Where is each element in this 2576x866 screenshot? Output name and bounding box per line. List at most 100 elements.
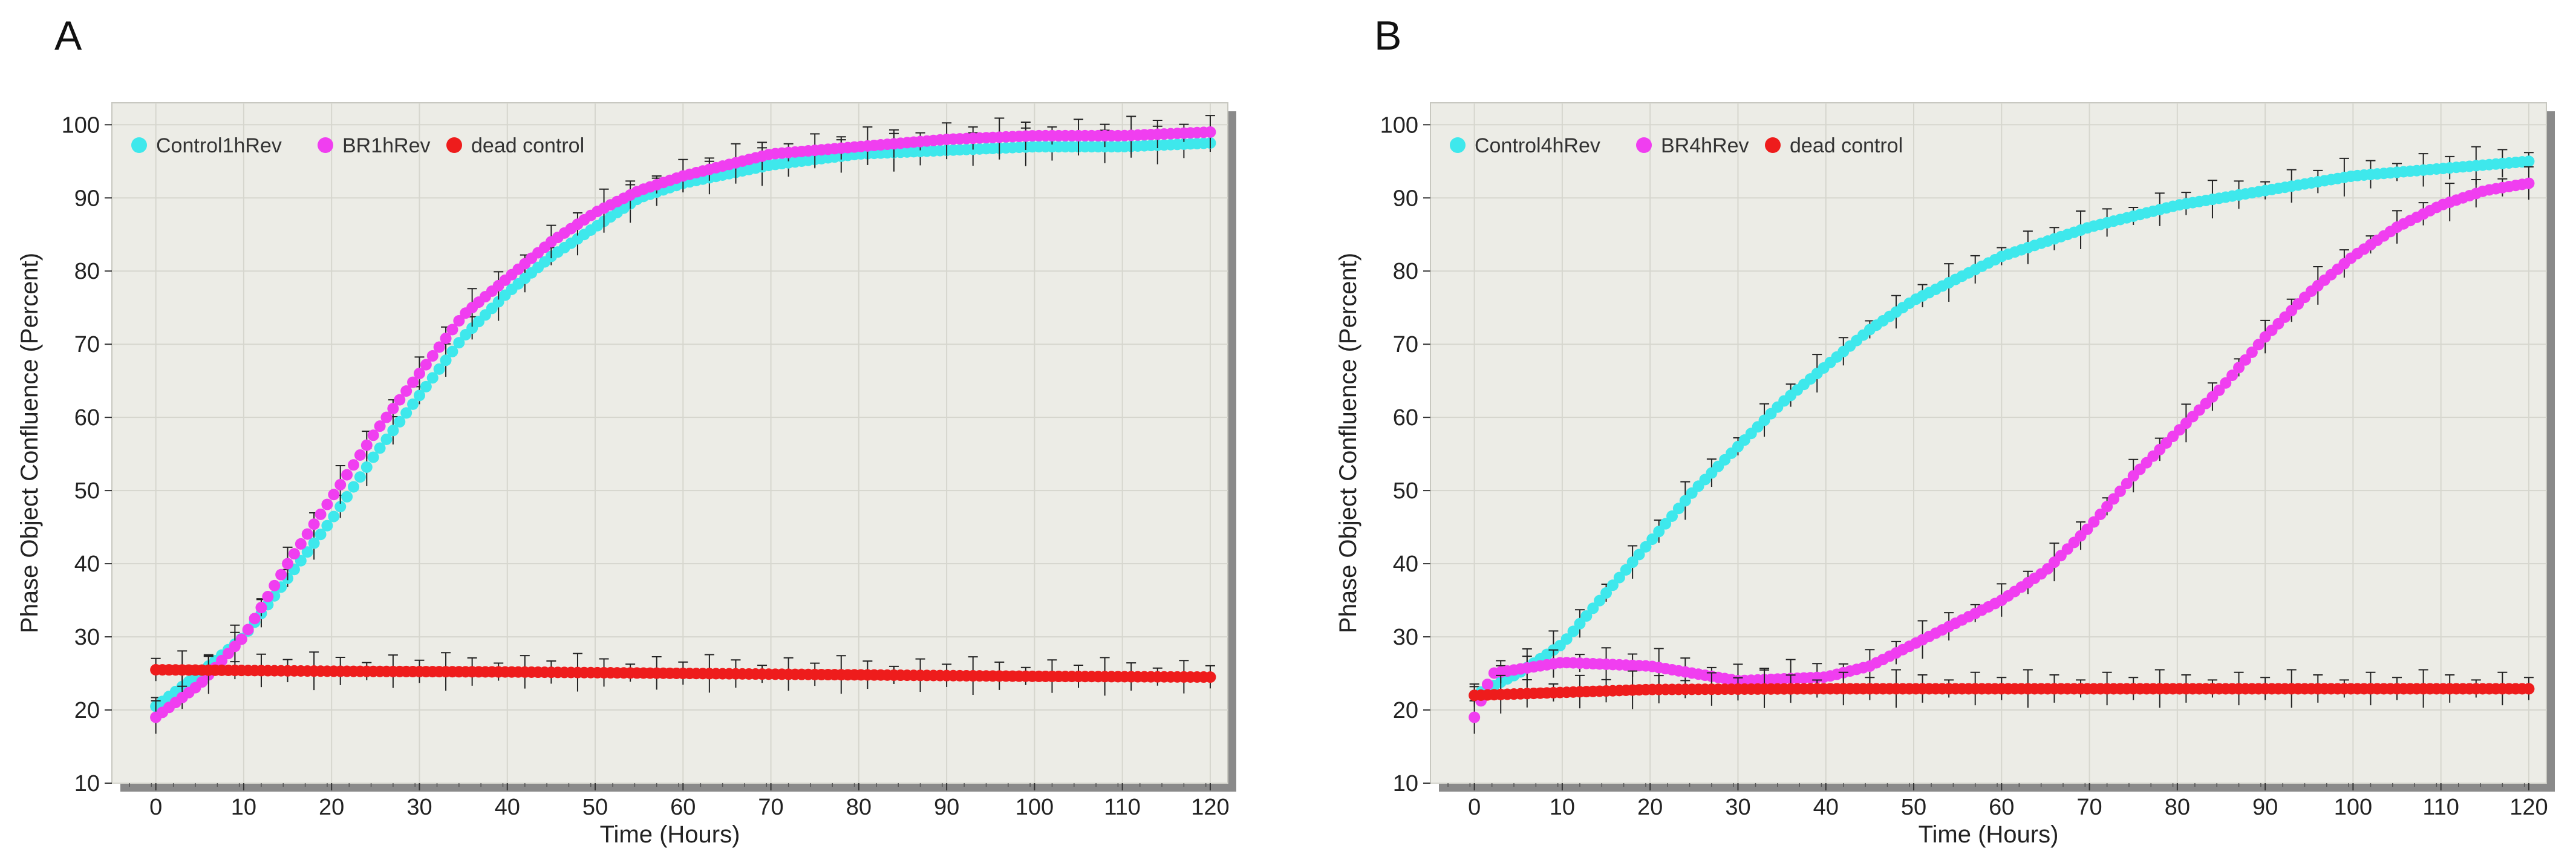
y-tick-label: 100 bbox=[62, 112, 100, 138]
data-point bbox=[420, 359, 432, 371]
legend-label: Control4hRev bbox=[1475, 134, 1600, 157]
data-point bbox=[1633, 549, 1645, 561]
chart-panel-b: 10 20 30 40 50 60 70 80 90 100 0 10 20 30 40 50 60 70 80 90… bbox=[1335, 102, 2555, 848]
data-point bbox=[1587, 602, 1599, 614]
data-point bbox=[354, 471, 366, 483]
data-point bbox=[2088, 516, 2100, 528]
y-tick-label: 70 bbox=[74, 332, 100, 357]
data-point bbox=[2108, 493, 2120, 505]
x-tick-label: 30 bbox=[406, 795, 432, 820]
x-tick-label: 60 bbox=[670, 795, 696, 820]
data-point bbox=[394, 394, 406, 406]
data-point bbox=[1613, 571, 1625, 584]
series-dead control bbox=[1469, 669, 2535, 714]
data-point bbox=[341, 490, 353, 503]
data-point bbox=[400, 407, 412, 419]
x-tick-label: 80 bbox=[2165, 795, 2190, 820]
data-point bbox=[367, 451, 379, 463]
chart-panel-a: 10 20 30 40 50 60 70 80 90 100 0 10 20 30 40 50 60 70 80 90… bbox=[16, 102, 1236, 848]
data-point bbox=[249, 613, 261, 625]
data-point bbox=[2121, 478, 2133, 490]
legend-label: dead control bbox=[471, 134, 584, 157]
data-point bbox=[1481, 679, 1493, 691]
legend-label: BR1hRev bbox=[342, 134, 431, 157]
y-tick-label: 20 bbox=[1393, 698, 1418, 723]
data-point bbox=[334, 478, 347, 490]
data-point bbox=[374, 420, 386, 432]
data-point bbox=[394, 415, 406, 428]
data-point bbox=[2095, 508, 2107, 520]
data-point bbox=[1626, 556, 1639, 568]
x-tick-label: 40 bbox=[495, 795, 520, 820]
y-tick-label: 40 bbox=[74, 552, 100, 577]
x-tick-label: 50 bbox=[582, 795, 608, 820]
data-point bbox=[433, 341, 445, 353]
data-point bbox=[1560, 633, 1573, 645]
gridlines bbox=[112, 103, 1228, 784]
data-point bbox=[315, 529, 327, 541]
y-tick-label: 70 bbox=[1393, 332, 1418, 357]
data-point bbox=[446, 345, 458, 357]
x-tick-label: 10 bbox=[1550, 795, 1575, 820]
data-point bbox=[348, 459, 360, 471]
x-tick-label: 10 bbox=[231, 795, 256, 820]
x-tick-label: 0 bbox=[149, 795, 162, 820]
data-point bbox=[426, 350, 439, 362]
legend-label: BR4hRev bbox=[1661, 134, 1749, 157]
data-point bbox=[2233, 362, 2245, 374]
data-point bbox=[407, 398, 419, 410]
data-point bbox=[348, 481, 360, 493]
data-point bbox=[255, 602, 267, 614]
y-tick-label: 10 bbox=[1393, 771, 1418, 796]
data-point bbox=[315, 508, 327, 520]
data-point bbox=[354, 449, 366, 461]
data-point bbox=[1646, 533, 1658, 545]
data-point bbox=[301, 528, 313, 540]
data-point bbox=[1204, 671, 1216, 683]
x-tick-label: 0 bbox=[1468, 795, 1481, 820]
data-point bbox=[413, 389, 425, 402]
y-tick-label: 40 bbox=[1393, 552, 1418, 577]
data-point bbox=[446, 324, 458, 336]
data-point bbox=[2523, 155, 2535, 168]
data-point bbox=[2101, 501, 2113, 513]
y-tick-label: 50 bbox=[1393, 478, 1418, 504]
data-point bbox=[2081, 523, 2093, 535]
data-point bbox=[1204, 126, 1216, 138]
data-point bbox=[334, 501, 347, 513]
data-point bbox=[321, 498, 333, 510]
x-tick-label: 60 bbox=[1989, 795, 2014, 820]
data-point bbox=[2213, 384, 2225, 396]
x-tick-label: 70 bbox=[2076, 795, 2102, 820]
data-point bbox=[407, 376, 419, 388]
data-point bbox=[269, 579, 281, 591]
data-point bbox=[1672, 503, 1684, 515]
x-tick-label: 80 bbox=[846, 795, 872, 820]
data-point bbox=[2523, 177, 2535, 189]
data-point bbox=[433, 363, 445, 375]
legend-marker bbox=[1450, 137, 1466, 153]
x-tick-label: 120 bbox=[1191, 795, 1229, 820]
data-point bbox=[1594, 594, 1606, 607]
data-point bbox=[282, 558, 294, 570]
data-point bbox=[1666, 510, 1678, 522]
axes: 10 20 30 40 50 60 70 80 90 100 0 10 20 30 40 50 60 70 80 90… bbox=[1380, 112, 2548, 820]
x-tick-label: 20 bbox=[1637, 795, 1663, 820]
data-point bbox=[360, 461, 373, 473]
panel-b-label: B bbox=[1374, 13, 1402, 59]
y-axis-title: Phase Object Confluence (Percent) bbox=[16, 253, 43, 633]
data-point bbox=[1653, 526, 1665, 538]
data-point bbox=[374, 442, 386, 454]
data-point bbox=[440, 333, 452, 345]
data-point bbox=[1620, 564, 1632, 576]
panel-a-label: A bbox=[54, 13, 82, 59]
data-point bbox=[321, 519, 333, 532]
data-point bbox=[2114, 485, 2126, 497]
data-point bbox=[328, 510, 340, 523]
data-point bbox=[295, 538, 307, 550]
x-tick-label: 110 bbox=[1104, 795, 1141, 820]
data-point bbox=[420, 380, 432, 392]
legend: Control1hRev BR1hRev dead control bbox=[131, 134, 584, 157]
data-point bbox=[262, 591, 274, 603]
data-point bbox=[426, 372, 439, 384]
